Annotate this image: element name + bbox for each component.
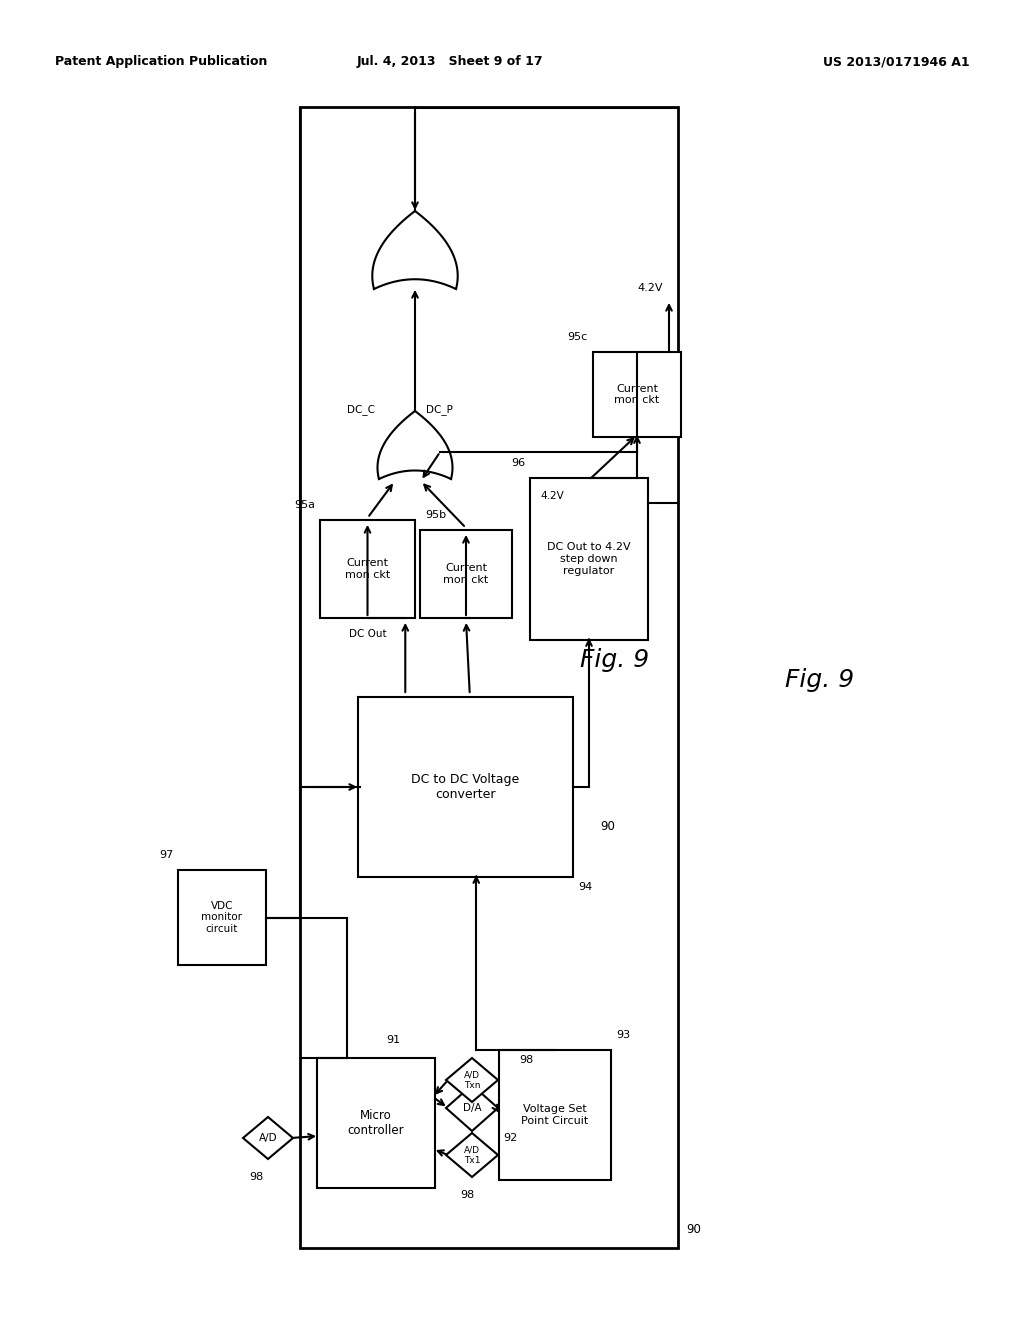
Text: 95c: 95c (567, 333, 588, 342)
Text: A/D
Txn: A/D Txn (464, 1071, 480, 1090)
Bar (593, 352, 681, 437)
Text: Patent Application Publication: Patent Application Publication (55, 55, 267, 69)
Text: 91: 91 (386, 1035, 400, 1045)
Bar (178, 870, 266, 965)
Text: Current
mon ckt: Current mon ckt (345, 558, 390, 579)
Text: 96: 96 (511, 458, 525, 469)
Bar (317, 1059, 435, 1188)
Bar (300, 107, 678, 1247)
Text: Current
mon ckt: Current mon ckt (614, 384, 659, 405)
Text: VDC
monitor
circuit: VDC monitor circuit (202, 900, 243, 935)
Text: Fig. 9: Fig. 9 (785, 668, 855, 692)
Text: DC_C: DC_C (347, 404, 376, 416)
Text: Micro
controller: Micro controller (348, 1109, 404, 1137)
Text: DC_P: DC_P (426, 404, 453, 416)
Text: D/A: D/A (463, 1104, 481, 1113)
Text: Current
mon ckt: Current mon ckt (443, 564, 488, 585)
Text: 98: 98 (460, 1191, 474, 1200)
Text: DC Out: DC Out (349, 630, 386, 639)
Text: Voltage Set
Point Circuit: Voltage Set Point Circuit (521, 1105, 589, 1126)
Text: 94: 94 (578, 882, 592, 892)
Bar (420, 531, 512, 618)
Text: 95b: 95b (425, 510, 446, 520)
Text: US 2013/0171946 A1: US 2013/0171946 A1 (823, 55, 970, 69)
Text: 4.2V: 4.2V (540, 491, 564, 502)
Polygon shape (446, 1059, 498, 1102)
Text: Fig. 9: Fig. 9 (580, 648, 649, 672)
Text: A/D: A/D (259, 1133, 278, 1143)
Text: 4.2V: 4.2V (637, 282, 663, 293)
Bar (530, 478, 648, 640)
Text: 90: 90 (600, 820, 614, 833)
Text: Jul. 4, 2013   Sheet 9 of 17: Jul. 4, 2013 Sheet 9 of 17 (356, 55, 544, 69)
Polygon shape (446, 1085, 498, 1131)
Text: DC to DC Voltage
converter: DC to DC Voltage converter (412, 774, 519, 801)
Text: 97: 97 (159, 850, 173, 861)
Bar (499, 1049, 611, 1180)
Text: 95a: 95a (294, 500, 315, 510)
Text: 90: 90 (686, 1224, 700, 1236)
Polygon shape (243, 1117, 293, 1159)
Text: 98: 98 (519, 1055, 534, 1065)
Text: DC Out to 4.2V
step down
regulator: DC Out to 4.2V step down regulator (547, 543, 631, 576)
Polygon shape (446, 1133, 498, 1177)
Text: A/D
Tx1: A/D Tx1 (464, 1146, 480, 1164)
Bar (319, 520, 415, 618)
Text: 98: 98 (249, 1172, 263, 1181)
Text: 92: 92 (503, 1133, 517, 1143)
Text: 93: 93 (616, 1030, 630, 1040)
Bar (358, 697, 573, 876)
